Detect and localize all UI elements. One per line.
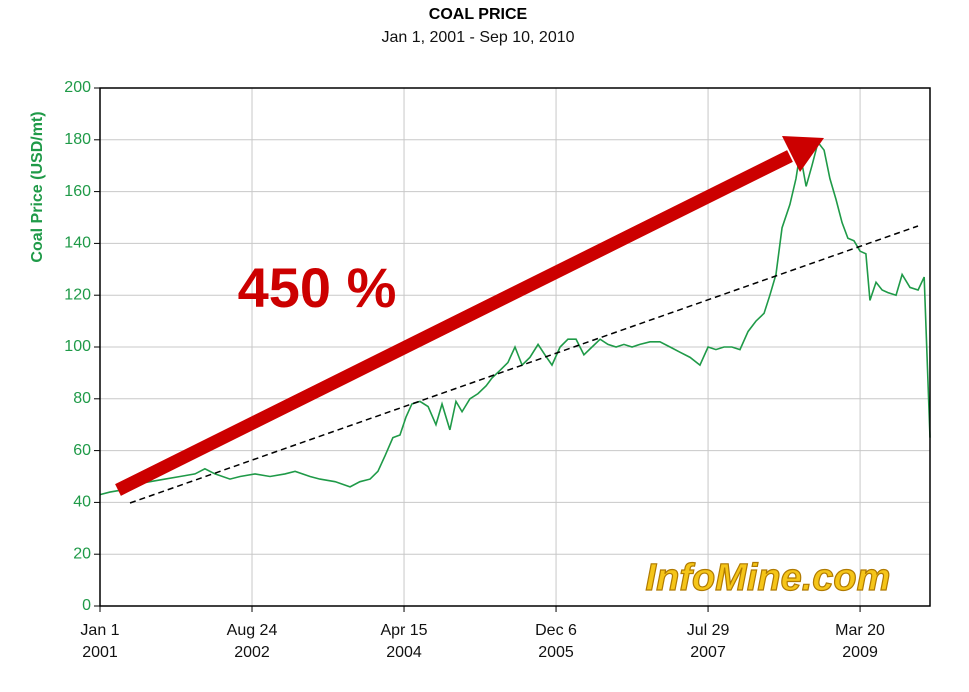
y-tick-label: 80 [73,390,91,407]
y-tick-label: 140 [64,235,91,252]
arrow-head [782,136,824,172]
y-tick-label: 0 [82,597,91,614]
plot [99,140,931,496]
y-tick-label: 180 [64,131,91,148]
x-tick-label: Jan 1 2001 [80,622,120,661]
y-tick-label: 120 [64,286,91,303]
watermark: InfoMine.com [646,557,891,599]
y-tick-label: 60 [73,442,91,459]
x-tick-label: Dec 6 2005 [535,622,577,661]
annotation: 450 % [238,256,397,319]
chart-subtitle: Jan 1, 2001 - Sep 10, 2010 [381,29,574,46]
x-tick-label: Apr 15 2004 [380,622,428,661]
plot-frame [99,87,931,607]
y-axis-label: Coal Price (USD/mt) [29,111,46,262]
chart-title: COAL PRICE [429,6,528,23]
y-tick-label: 160 [64,183,91,200]
price-line [99,140,931,496]
x-tick-label: Jul 29 2007 [686,622,730,661]
x-tick-label: Mar 20 2009 [835,622,885,661]
y-tick-label: 20 [73,545,91,562]
arrow-shaft [115,150,793,496]
y-tick-label: 100 [64,338,91,355]
x-tick-label: Aug 24 2002 [226,622,278,661]
y-tick-label: 40 [73,494,91,511]
y-tick-label: 200 [64,79,91,96]
